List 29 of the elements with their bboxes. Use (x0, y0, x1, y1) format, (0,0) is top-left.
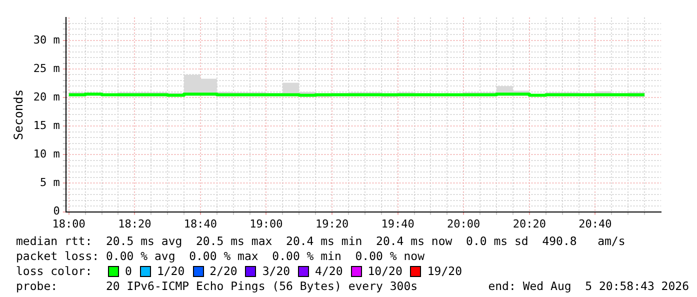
x-tick-label: 20:40 (578, 217, 612, 230)
text: 1/20 (156, 264, 185, 279)
x-tick-label: 20:00 (447, 217, 480, 230)
y-tick-label: 20 m (33, 90, 60, 104)
y-tick-label: 5 m (40, 176, 60, 190)
y-tick-label: 15 m (33, 118, 60, 132)
y-tick-label: 10 m (33, 148, 60, 161)
y-tick-label: 25 m (33, 62, 60, 75)
text: packet loss: 0.00 % avg 0.00 % max 0.00 % min 0.00 % now (16, 249, 426, 264)
text: 2/20 (210, 264, 238, 279)
text: 3/20 (262, 264, 290, 279)
text: probe: 20 IPv6-ICMP Echo Pings (56 Bytes) every 300s (16, 279, 419, 294)
text: median rtt: 20.5 ms avg 20.5 ms max 20.4 ms min 20.4 ms now 0.0 ms sd 490.8 am/s (16, 234, 626, 249)
text: 10/20 (368, 264, 402, 279)
x-tick-label: 18:20 (118, 217, 152, 230)
text: 4/20 (315, 264, 343, 279)
text: end: Wed Aug 5 20:58:43 2026 (488, 279, 689, 294)
text: loss color: (16, 264, 94, 279)
text: 19/20 (427, 264, 462, 279)
x-tick-label: 19:40 (381, 217, 414, 230)
y-tick-label: 0 (53, 204, 60, 218)
x-tick-label: 18:00 (52, 217, 86, 230)
y-tick-label: 30 m (33, 33, 60, 46)
x-tick-label: 19:20 (315, 217, 349, 230)
y-axis-title: Seconds (11, 89, 26, 140)
text: 0 (125, 264, 132, 279)
x-tick-label: 18:40 (184, 217, 218, 230)
x-tick-label: 19:00 (250, 217, 283, 230)
x-tick-label: 20:20 (512, 217, 546, 230)
